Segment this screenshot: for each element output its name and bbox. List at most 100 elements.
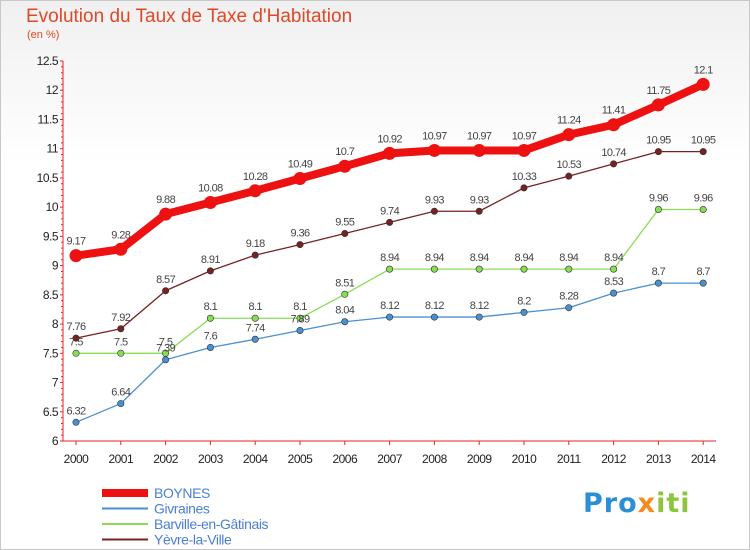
data-point: [520, 308, 528, 316]
data-point: [296, 327, 304, 335]
data-label: 10.53: [557, 159, 582, 171]
data-point: [562, 128, 576, 142]
x-tick-label: 2010: [512, 452, 538, 466]
data-label: 10.74: [601, 147, 626, 159]
data-point: [69, 249, 83, 263]
data-label: 7.39: [156, 343, 175, 355]
data-label: 9.93: [425, 194, 444, 206]
data-label: 9.93: [470, 194, 489, 206]
y-tick-label: 12: [46, 83, 59, 97]
data-point: [654, 148, 662, 156]
chart-subtitle: (en %): [27, 29, 60, 41]
data-label: 12.1: [694, 64, 713, 76]
data-label: 7.5: [69, 336, 83, 348]
data-point: [162, 287, 170, 295]
data-label: 7.89: [290, 314, 309, 326]
data-label: 10.97: [512, 130, 537, 142]
data-label: 10.97: [422, 130, 447, 142]
data-point: [251, 314, 259, 322]
legend-label: Givraines: [154, 501, 210, 517]
legend-label: Barville-en-Gâtinais: [154, 516, 269, 532]
data-label: 10.7: [335, 146, 354, 158]
y-tick-label: 12.5: [37, 54, 59, 68]
data-point: [699, 205, 707, 213]
x-tick-label: 2004: [243, 452, 269, 466]
y-tick-label: 10: [46, 200, 59, 214]
data-label: 8.7: [696, 266, 710, 278]
data-label: 8.94: [559, 252, 578, 264]
data-point: [386, 265, 394, 273]
data-point: [654, 279, 662, 287]
data-point: [607, 118, 621, 132]
data-label: 10.97: [467, 130, 492, 142]
data-label: 10.28: [243, 171, 268, 183]
data-point: [296, 314, 304, 322]
data-label: 8.04: [335, 305, 354, 317]
data-label: 8.94: [470, 252, 489, 264]
data-label: 8.94: [425, 252, 444, 264]
data-point: [117, 400, 125, 408]
data-label: 9.96: [694, 192, 713, 204]
y-tick-label: 11: [47, 142, 59, 156]
data-label: 8.28: [559, 291, 578, 303]
data-label: 8.57: [156, 274, 175, 286]
data-label: 7.74: [246, 322, 265, 334]
x-tick-label: 2006: [332, 452, 358, 466]
y-tick-label: 9: [52, 259, 59, 273]
data-label: 7.76: [66, 321, 85, 333]
x-tick-label: 2001: [108, 452, 134, 466]
data-point: [520, 265, 528, 273]
data-label: 9.36: [290, 228, 309, 240]
data-point: [114, 242, 128, 256]
data-point: [162, 349, 170, 357]
data-label: 10.95: [646, 135, 671, 147]
data-point: [341, 318, 349, 326]
data-point: [699, 279, 707, 287]
y-tick-label: 7: [52, 376, 59, 390]
data-label: 8.94: [514, 252, 533, 264]
data-label: 9.88: [156, 194, 175, 206]
legend-label: Yèvre-la-Ville: [154, 532, 232, 548]
data-point: [117, 349, 125, 357]
data-label: 10.08: [198, 182, 223, 194]
data-point: [520, 184, 528, 192]
data-point: [251, 251, 259, 259]
data-point: [338, 159, 352, 173]
data-label: 8.1: [248, 301, 262, 313]
data-point: [475, 207, 483, 215]
data-point: [654, 205, 662, 213]
data-label: 9.74: [380, 205, 399, 217]
data-point: [610, 265, 618, 273]
logo-part-3: iti: [656, 488, 691, 519]
data-point: [699, 148, 707, 156]
data-point: [430, 207, 438, 215]
data-label: 7.5: [159, 336, 173, 348]
data-point: [293, 172, 307, 186]
x-tick-label: 2003: [198, 452, 224, 466]
data-point: [565, 172, 573, 180]
data-label: 9.28: [111, 229, 130, 241]
x-tick-label: 2005: [288, 452, 314, 466]
x-tick-label: 2008: [422, 452, 448, 466]
data-label: 8.1: [293, 301, 307, 313]
logo-part-1: Pro: [583, 488, 638, 519]
y-tick-label: 8.5: [43, 288, 59, 302]
y-tick-label: 6: [52, 434, 59, 448]
data-point: [475, 313, 483, 321]
data-point: [472, 143, 486, 157]
data-label: 8.91: [201, 254, 220, 266]
x-tick-label: 2000: [64, 452, 90, 466]
data-point: [610, 289, 618, 297]
data-point: [117, 325, 125, 333]
y-tick-label: 6.5: [43, 405, 59, 419]
data-point: [386, 218, 394, 226]
x-tick-label: 2012: [601, 452, 627, 466]
data-label: 10.95: [691, 135, 716, 147]
data-point: [248, 184, 262, 198]
y-tick-label: 9.5: [43, 229, 59, 243]
data-point: [159, 207, 173, 221]
data-point: [72, 334, 80, 342]
data-point: [203, 195, 217, 209]
data-point: [427, 143, 441, 157]
